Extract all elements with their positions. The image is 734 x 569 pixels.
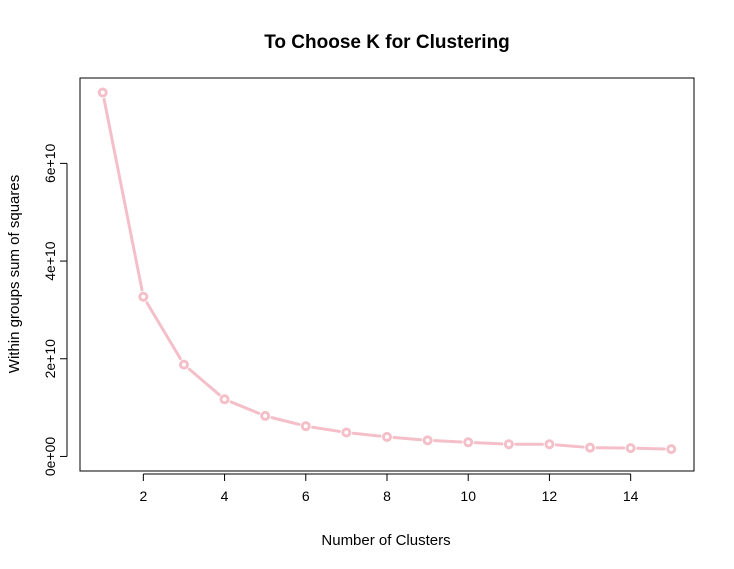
data-point	[503, 439, 514, 450]
data-point	[422, 435, 433, 446]
data-point	[300, 421, 311, 432]
series-line-segment	[187, 367, 221, 397]
data-point	[585, 442, 596, 453]
data-point	[463, 437, 474, 448]
data-point	[97, 87, 108, 98]
data-point	[138, 291, 149, 302]
series-wss	[97, 87, 677, 455]
y-axis: 0e+00 2e+10 4e+10 6e+10	[42, 144, 68, 477]
data-point	[666, 444, 677, 455]
series-line-segment	[433, 439, 463, 444]
series-line-segment	[270, 416, 301, 426]
x-axis: 2 4 6 8 10 12 14	[139, 473, 639, 504]
x-tick-label: 10	[460, 488, 476, 504]
x-tick-label: 6	[302, 488, 310, 504]
data-point	[382, 431, 392, 442]
series-line-segment	[351, 431, 382, 438]
series-line-segment	[311, 425, 341, 433]
chart-title: To Choose K for Clustering	[264, 32, 510, 53]
data-point	[260, 410, 271, 421]
y-tick-label: 2e+10	[42, 339, 58, 379]
series-line-segment	[102, 97, 144, 292]
series-line-segment	[554, 443, 585, 449]
x-tick-label: 4	[221, 488, 229, 504]
x-tick-label: 2	[139, 488, 147, 504]
series-line-segment	[229, 400, 261, 415]
series-line-segment	[145, 301, 182, 361]
x-tick-label: 8	[383, 488, 391, 504]
x-tick-label: 12	[542, 488, 558, 504]
plot-area-border	[79, 77, 695, 472]
data-point	[178, 359, 189, 370]
x-tick-label: 14	[623, 488, 639, 504]
series-line-segment	[392, 435, 423, 442]
series-line-segment	[636, 446, 666, 451]
data-point	[341, 427, 352, 438]
series-line-segment	[473, 441, 504, 446]
data-point	[219, 394, 230, 405]
x-axis-label: Number of Clusters	[321, 532, 450, 549]
y-tick-label: 0e+00	[42, 437, 58, 477]
y-axis-label: Within groups sum of squares	[6, 175, 23, 373]
y-tick-label: 4e+10	[42, 241, 58, 281]
y-tick-label: 6e+10	[42, 144, 58, 184]
data-point	[625, 443, 636, 454]
data-point	[544, 439, 555, 450]
